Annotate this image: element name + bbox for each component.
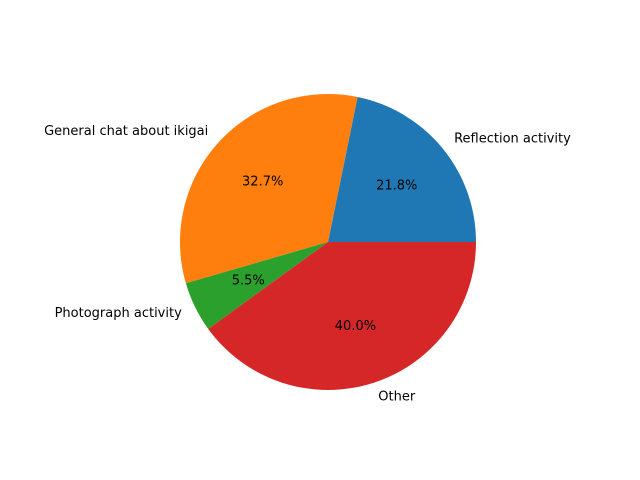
- percent-label-2: 32.7%: [242, 174, 283, 189]
- pie-slice-4: [208, 242, 476, 390]
- slice-label-2: General chat about ikigai: [44, 124, 208, 139]
- pie-slice-1: [328, 96, 477, 243]
- percent-label-4: 40.0%: [335, 319, 376, 334]
- slice-label-1: Reflection activity: [454, 132, 571, 147]
- percent-label-3: 5.5%: [232, 274, 265, 289]
- pie-labels: Reflection activity 21.8% General chat abo…: [44, 124, 571, 404]
- slice-label-3: Photograph activity: [55, 306, 182, 321]
- pie-slice-3: [185, 242, 328, 329]
- pie-slice-2: [180, 94, 358, 284]
- pie-slices: [180, 94, 477, 390]
- percent-label-1: 21.8%: [376, 178, 417, 193]
- slice-label-4: Other: [378, 389, 416, 404]
